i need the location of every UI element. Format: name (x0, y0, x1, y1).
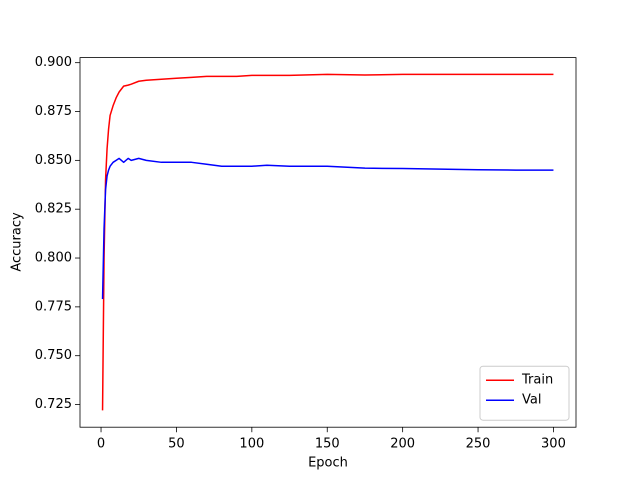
legend-label: Val (522, 393, 541, 408)
x-tick-label: 50 (168, 437, 185, 452)
series-line (101, 73, 554, 411)
y-tick-label: 0.875 (35, 104, 72, 119)
x-tick-label: 200 (390, 437, 415, 452)
y-tick-label: 0.825 (35, 202, 72, 217)
series-line (101, 157, 554, 300)
x-tick-label: 250 (466, 437, 491, 452)
x-tick-label: 100 (239, 437, 264, 452)
x-tick-label: 150 (315, 437, 340, 452)
y-tick-label: 0.750 (35, 348, 72, 363)
legend-label: Train (521, 373, 553, 388)
y-tick-label: 0.900 (35, 55, 72, 70)
y-tick-label: 0.800 (35, 251, 72, 266)
y-tick-label: 0.775 (35, 299, 72, 314)
x-axis-label: Epoch (308, 456, 348, 471)
y-axis-label: Accuracy (10, 212, 25, 272)
x-tick-label: 0 (97, 437, 105, 452)
y-tick-label: 0.725 (35, 397, 72, 412)
y-tick-label: 0.850 (35, 153, 72, 168)
x-tick-label: 300 (541, 437, 566, 452)
axes-frame (79, 57, 577, 428)
